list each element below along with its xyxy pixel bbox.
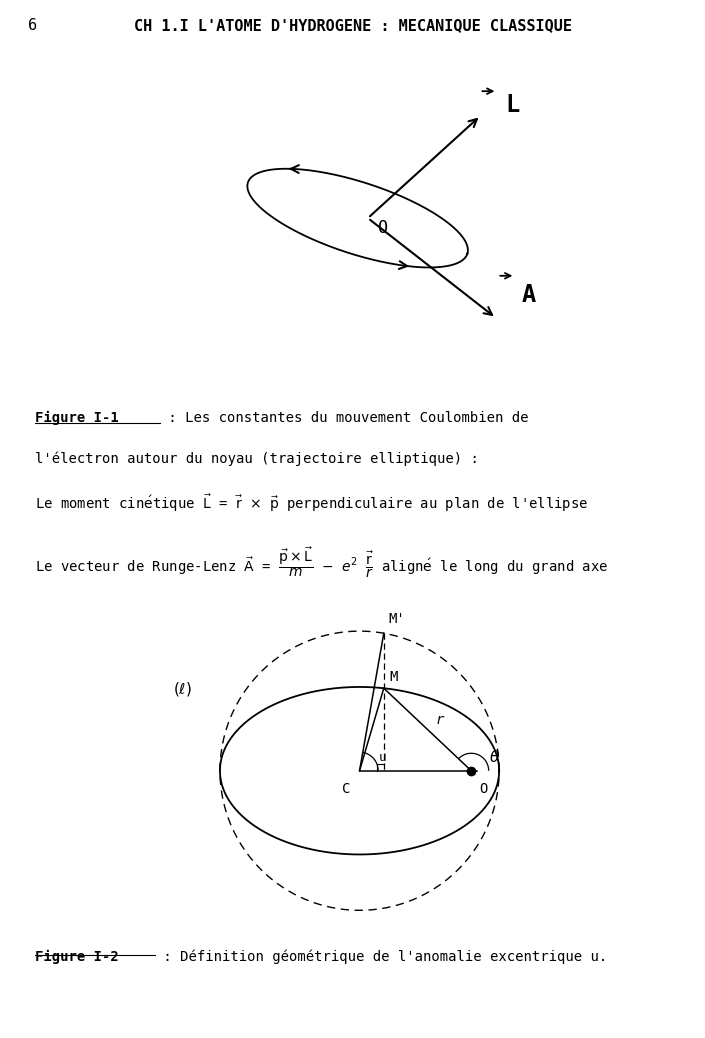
Text: l'électron autour du noyau (trajectoire elliptique) :: l'électron autour du noyau (trajectoire …	[35, 452, 479, 466]
Text: : Les constantes du mouvement Coulombien de: : Les constantes du mouvement Coulombien…	[160, 411, 528, 425]
Text: A: A	[522, 283, 536, 307]
Text: u: u	[379, 752, 386, 764]
Text: Le vecteur de Runge-Lenz $\vec{\rm A}$ = $\dfrac{\vec{\rm p}\,{\times}\,\vec{\rm: Le vecteur de Runge-Lenz $\vec{\rm A}$ =…	[35, 545, 608, 580]
Text: M': M'	[388, 612, 405, 626]
Text: O: O	[479, 783, 488, 796]
Text: O: O	[379, 219, 388, 238]
Text: r: r	[436, 713, 444, 728]
Text: $\theta$: $\theta$	[489, 748, 500, 765]
Text: 6: 6	[28, 19, 37, 33]
Text: : Définition géométrique de l'anomalie excentrique u.: : Définition géométrique de l'anomalie e…	[155, 950, 608, 964]
Text: C: C	[342, 783, 350, 796]
Text: M: M	[390, 670, 398, 684]
Text: L: L	[505, 93, 520, 117]
Text: $(\ell)$: $(\ell)$	[173, 680, 192, 699]
Text: CH 1.I L'ATOME D'HYDROGENE : MECANIQUE CLASSIQUE: CH 1.I L'ATOME D'HYDROGENE : MECANIQUE C…	[133, 19, 572, 33]
Text: Figure I-2: Figure I-2	[35, 950, 119, 963]
Text: Figure I-1: Figure I-1	[35, 411, 119, 425]
Text: Le moment cin$\acute{\rm e}$tique $\vec{\rm L}$ = $\vec{\rm r}$ $\times$ $\vec{\: Le moment cin$\acute{\rm e}$tique $\vec{…	[35, 492, 589, 514]
